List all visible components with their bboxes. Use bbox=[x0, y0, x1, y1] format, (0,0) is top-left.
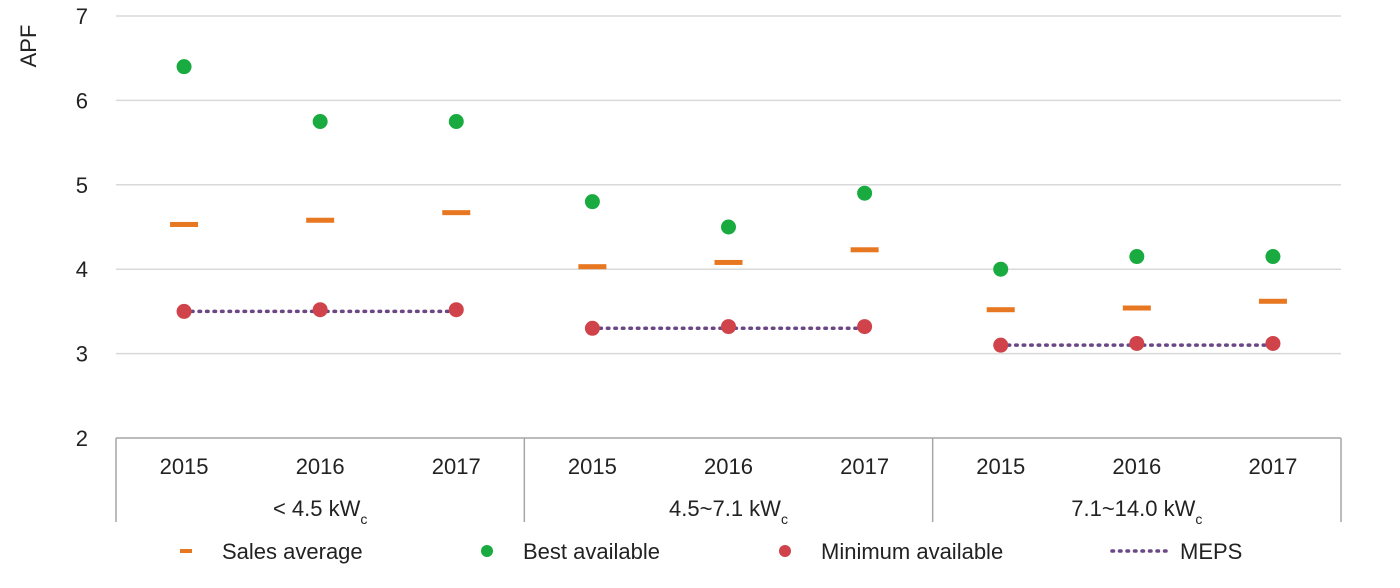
minimum-available-point bbox=[857, 319, 873, 335]
x-tick-label: 2017 bbox=[840, 454, 889, 479]
sales-average-mark bbox=[714, 259, 743, 265]
legend-item: Sales average bbox=[180, 539, 363, 564]
best-available-series bbox=[176, 59, 1281, 277]
best-available-point bbox=[176, 59, 192, 75]
minimum-available-point bbox=[1265, 335, 1281, 351]
legend-item: MEPS bbox=[1110, 539, 1242, 564]
best-available-point bbox=[448, 114, 464, 129]
sales-average-mark bbox=[1258, 298, 1287, 304]
minimum-available-point bbox=[584, 320, 600, 336]
sales-average-mark bbox=[1122, 305, 1151, 311]
x-tick-label: 2015 bbox=[160, 454, 209, 479]
y-axis: 2 3 4 5 6 7 APF bbox=[16, 4, 88, 451]
minimum-available-point bbox=[721, 319, 736, 335]
legend-swatch-dash bbox=[180, 549, 192, 553]
y-tick-label: 5 bbox=[76, 173, 88, 198]
best-available-point bbox=[993, 261, 1009, 277]
y-axis-title: APF bbox=[16, 25, 41, 68]
best-available-point bbox=[584, 194, 600, 210]
best-available-point bbox=[721, 219, 736, 235]
x-tick-label: 2017 bbox=[432, 454, 481, 479]
group-label: 7.1~14.0 kWc bbox=[1071, 496, 1202, 527]
legend-label: MEPS bbox=[1180, 539, 1242, 564]
sales-average-mark bbox=[578, 264, 607, 270]
best-available-point bbox=[312, 114, 328, 129]
y-tick-label: 7 bbox=[76, 4, 88, 29]
x-axis: 2015 2016 2017 2015 2016 2017 2015 2016 2017 < 4.… bbox=[115, 437, 1342, 527]
legend-label: Minimum available bbox=[821, 539, 1003, 564]
y-tick-label: 2 bbox=[76, 426, 88, 451]
x-tick-label: 2016 bbox=[704, 454, 753, 479]
minimum-available-point bbox=[176, 303, 192, 319]
sales-average-mark bbox=[850, 247, 879, 253]
group-label: 4.5~7.1 kWc bbox=[669, 496, 788, 527]
minimum-available-point bbox=[993, 337, 1009, 353]
legend-label: Sales average bbox=[222, 539, 363, 564]
sales-average-mark bbox=[442, 210, 471, 216]
y-tick-label: 3 bbox=[76, 342, 88, 367]
x-tick-label: 2015 bbox=[976, 454, 1025, 479]
y-tick-label: 6 bbox=[76, 88, 88, 113]
legend-swatch-circle bbox=[481, 545, 493, 557]
legend-label: Best available bbox=[523, 539, 660, 564]
best-available-point bbox=[1265, 249, 1281, 265]
sales-average-mark bbox=[986, 307, 1015, 313]
legend-swatch-circle bbox=[779, 545, 791, 557]
sales-average-mark bbox=[306, 217, 335, 223]
legend-item: Minimum available bbox=[779, 539, 1003, 564]
x-tick-label: 2016 bbox=[1112, 454, 1161, 479]
legend-item: Best available bbox=[481, 539, 660, 564]
sales-average-series bbox=[170, 210, 1287, 313]
x-tick-label: 2015 bbox=[568, 454, 617, 479]
y-tick-label: 4 bbox=[76, 257, 88, 282]
legend: Sales average Best available Minimum avail… bbox=[180, 539, 1242, 564]
minimum-available-point bbox=[312, 302, 328, 318]
best-available-point bbox=[1129, 249, 1145, 265]
minimum-available-point bbox=[448, 302, 464, 318]
group-label: < 4.5 kWc bbox=[273, 496, 367, 527]
minimum-available-point bbox=[1129, 335, 1145, 351]
x-tick-label: 2016 bbox=[296, 454, 345, 479]
best-available-point bbox=[857, 185, 873, 201]
minimum-available-series bbox=[176, 302, 1281, 353]
sales-average-mark bbox=[170, 221, 199, 227]
x-tick-label: 2017 bbox=[1248, 454, 1297, 479]
gridlines bbox=[116, 15, 1341, 355]
